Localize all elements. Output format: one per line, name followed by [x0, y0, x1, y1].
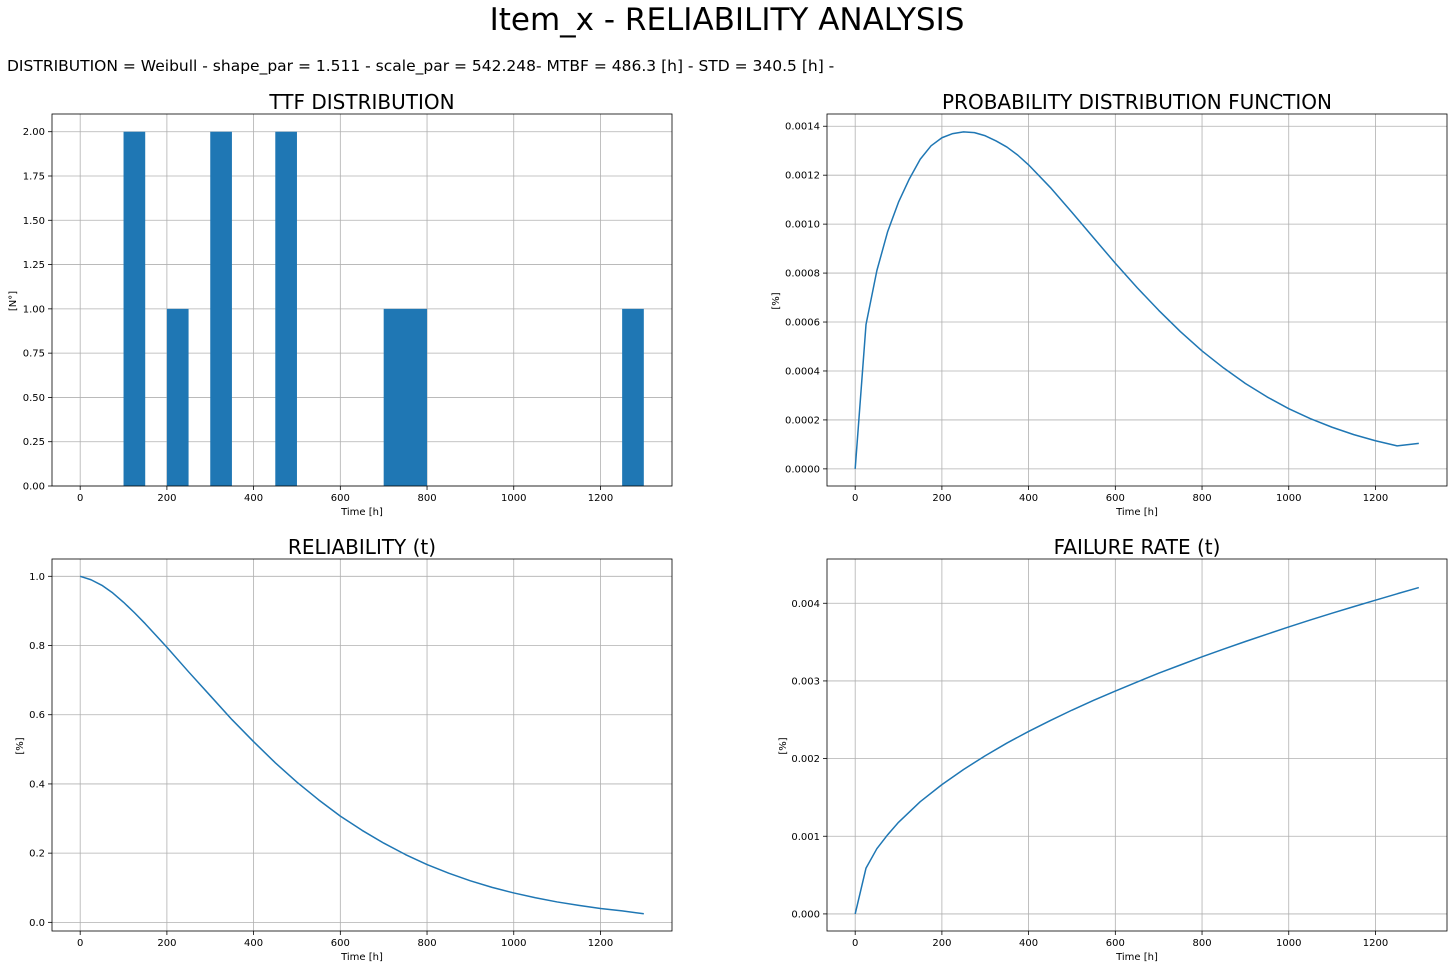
failure-rate-x-tick-label: 400: [1019, 938, 1038, 949]
pdf-y-tick-label: 0.0014: [785, 122, 820, 133]
ttf-x-tick-label: 800: [417, 493, 436, 504]
reliability-x-tick-label: 400: [244, 938, 263, 949]
failure-rate-xlabel: Time [h]: [1115, 952, 1158, 963]
ttf-x-tick-label: 600: [331, 493, 350, 504]
failure-rate-y-tick-label: 0.002: [791, 754, 820, 765]
failure-rate-y-tick-label: 0.000: [791, 909, 820, 920]
pdf-y-tick-label: 0.0004: [785, 366, 820, 377]
failure-rate-chart-title: FAILURE RATE (t): [1054, 535, 1221, 559]
ttf-chart-title: TTF DISTRIBUTION: [268, 90, 454, 114]
reliability-chart-title: RELIABILITY (t): [288, 535, 436, 559]
ttf-bar: [383, 308, 428, 486]
reliability-series-line: [79, 575, 644, 915]
pdf-x-tick-label: 400: [1019, 493, 1038, 504]
failure-rate-y-tick-label: 0.001: [791, 832, 820, 843]
reliability-y-tick-label: 0.2: [29, 849, 45, 860]
ttf-y-tick-label: 0.00: [23, 482, 45, 493]
pdf-y-tick-label: 0.0002: [785, 415, 820, 426]
ttf-y-tick-label: 0.50: [23, 393, 45, 404]
figure-title: Item_x - RELIABILITY ANALYSIS: [490, 2, 965, 38]
reliability-chart: RELIABILITY (t) Time [h] [%] 0 200 400 600 8…: [15, 535, 673, 963]
ttf-bar: [622, 308, 644, 486]
ttf-y-tick-label: 1.00: [23, 304, 45, 315]
reliability-y-tick-label: 0.0: [29, 918, 45, 929]
pdf-x-tick-label: 0: [852, 493, 858, 504]
ttf-x-tick-label: 1000: [501, 493, 526, 504]
reliability-axes-frame: [51, 558, 673, 932]
failure-rate-x-tick-label: 1200: [1363, 938, 1388, 949]
failure-rate-series-line: [854, 586, 1420, 915]
pdf-chart-title: PROBABILITY DISTRIBUTION FUNCTION: [942, 90, 1332, 114]
reliability-xlabel: Time [h]: [340, 952, 383, 963]
ttf-distribution-chart: TTF DISTRIBUTION Time [h] [N°] 0 200 400 60…: [8, 90, 673, 518]
pdf-x-tick-label: 1200: [1363, 493, 1388, 504]
pdf-y-tick-label: 0.0010: [785, 220, 820, 231]
pdf-chart: PROBABILITY DISTRIBUTION FUNCTION Time […: [771, 90, 1448, 518]
failure-rate-y-tick-label: 0.003: [791, 676, 820, 687]
failure-rate-y-tick-label: 0.004: [791, 599, 820, 610]
failure-rate-x-tick-label: 800: [1192, 938, 1211, 949]
pdf-x-tick-label: 800: [1192, 493, 1211, 504]
reliability-y-tick-label: 0.8: [29, 641, 45, 652]
pdf-axes-frame: [826, 113, 1448, 487]
failure-rate-axes-frame: [826, 558, 1448, 932]
reliability-y-tick-label: 1.0: [29, 572, 45, 583]
failure-rate-x-tick-label: 0: [852, 938, 858, 949]
failure-rate-x-tick-label: 600: [1106, 938, 1125, 949]
ttf-y-tick-label: 0.75: [23, 349, 45, 360]
pdf-series-line: [854, 131, 1419, 469]
ttf-x-tick-label: 1200: [588, 493, 613, 504]
ttf-x-tick-label: 400: [244, 493, 263, 504]
ttf-xlabel: Time [h]: [340, 507, 383, 518]
ttf-y-tick-label: 1.25: [23, 260, 45, 271]
failure-rate-chart: FAILURE RATE (t) Time [h] [%] 0 200 400 600…: [778, 535, 1448, 963]
pdf-x-tick-label: 600: [1106, 493, 1125, 504]
reliability-x-tick-label: 1200: [588, 938, 613, 949]
ttf-y-tick-label: 2.00: [23, 127, 45, 138]
failure-rate-ylabel: [%]: [778, 737, 789, 754]
pdf-y-tick-label: 0.0008: [785, 269, 820, 280]
pdf-ylabel: [%]: [771, 292, 782, 309]
ttf-bar: [210, 131, 232, 486]
pdf-x-tick-label: 1000: [1276, 493, 1301, 504]
reliability-x-tick-label: 200: [157, 938, 176, 949]
reliability-x-tick-label: 1000: [501, 938, 526, 949]
ttf-bar: [166, 308, 189, 486]
ttf-y-tick-label: 1.50: [23, 216, 45, 227]
pdf-y-tick-label: 0.0000: [785, 464, 820, 475]
pdf-xlabel: Time [h]: [1115, 507, 1158, 518]
ttf-axes-frame: [51, 113, 673, 487]
figure-subtitle: DISTRIBUTION = Weibull - shape_par = 1.5…: [7, 57, 834, 76]
ttf-ylabel: [N°]: [8, 291, 19, 311]
pdf-x-tick-label: 200: [932, 493, 951, 504]
ttf-bar: [123, 131, 146, 486]
pdf-y-tick-label: 0.0006: [785, 318, 820, 329]
reliability-x-tick-label: 800: [417, 938, 436, 949]
ttf-x-tick-label: 0: [77, 493, 83, 504]
reliability-y-tick-label: 0.4: [29, 779, 45, 790]
ttf-y-tick-label: 0.25: [23, 437, 45, 448]
reliability-x-tick-label: 0: [77, 938, 83, 949]
reliability-x-tick-label: 600: [331, 938, 350, 949]
ttf-y-tick-label: 1.75: [23, 172, 45, 183]
reliability-ylabel: [%]: [15, 737, 26, 754]
ttf-x-tick-label: 200: [157, 493, 176, 504]
failure-rate-x-tick-label: 1000: [1276, 938, 1301, 949]
ttf-bar: [275, 131, 297, 486]
reliability-y-tick-label: 0.6: [29, 710, 45, 721]
pdf-y-tick-label: 0.0012: [785, 171, 820, 182]
failure-rate-x-tick-label: 200: [932, 938, 951, 949]
